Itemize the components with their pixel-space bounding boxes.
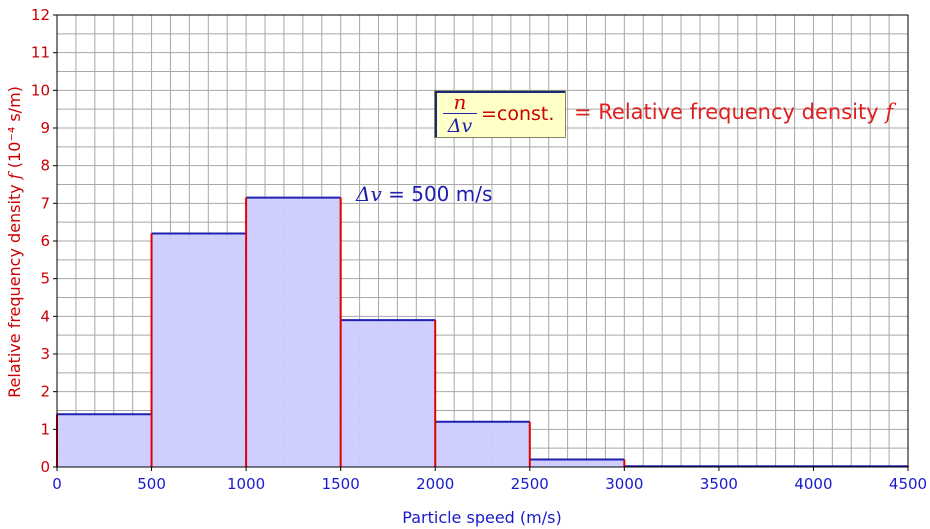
x-tick-labels: 0 500 1000 1500 2000 2500 3000 3500 4000 4500 bbox=[52, 467, 927, 493]
y-tick-label: 10 bbox=[31, 81, 50, 99]
bin-width-text: = 500 m/s bbox=[382, 182, 493, 206]
formula-fraction: n Δv bbox=[443, 92, 477, 137]
bin-width-annotation: Δv = 500 m/s bbox=[355, 182, 492, 206]
y-tick-label: 3 bbox=[40, 345, 50, 363]
histogram-bar bbox=[529, 459, 625, 467]
x-tick-label: 3500 bbox=[700, 475, 738, 493]
histogram-bar bbox=[151, 233, 247, 467]
y-tick-label: 8 bbox=[40, 157, 50, 175]
equation-text: = Relative frequency density bbox=[574, 100, 886, 124]
x-tick-label: 1000 bbox=[227, 475, 265, 493]
histogram-bar bbox=[435, 421, 530, 467]
x-tick-label: 500 bbox=[137, 475, 166, 493]
fraction-bar bbox=[443, 113, 477, 114]
bars bbox=[56, 196, 909, 468]
y-tick-label: 12 bbox=[31, 6, 50, 24]
y-axis-title-units: (10⁻⁴ s/m) bbox=[5, 86, 24, 173]
bin-width-symbol: Δv bbox=[355, 182, 382, 206]
relative-frequency-equation: = Relative frequency density f bbox=[574, 100, 893, 124]
formula-denominator: Δv bbox=[447, 115, 473, 137]
formula-const-text: =const. bbox=[481, 103, 555, 125]
y-tick-label: 5 bbox=[40, 270, 50, 288]
y-axis-title-symbol: f bbox=[5, 170, 24, 180]
histogram-bar bbox=[57, 414, 152, 467]
equation-symbol: f bbox=[885, 100, 894, 124]
x-axis-title: Particle speed (m/s) bbox=[402, 508, 561, 527]
y-tick-label: 1 bbox=[40, 420, 50, 438]
y-tick-label: 6 bbox=[40, 232, 50, 250]
y-tick-label: 9 bbox=[40, 119, 50, 137]
x-tick-label: 4000 bbox=[794, 475, 832, 493]
x-tick-label: 0 bbox=[52, 475, 62, 493]
x-tick-label: 2500 bbox=[511, 475, 549, 493]
formula-numerator: n bbox=[453, 90, 467, 114]
x-tick-label: 4500 bbox=[889, 475, 927, 493]
y-tick-label: 0 bbox=[40, 458, 50, 476]
x-tick-label: 1500 bbox=[322, 475, 360, 493]
y-tick-label: 2 bbox=[40, 383, 50, 401]
y-tick-label: 11 bbox=[31, 44, 50, 62]
histogram-bar bbox=[340, 320, 436, 467]
x-tick-label: 2000 bbox=[416, 475, 454, 493]
histogram-bar bbox=[246, 197, 341, 467]
x-tick-label: 3000 bbox=[605, 475, 643, 493]
y-tick-label: 4 bbox=[40, 307, 50, 325]
y-axis-title: Relative frequency density f (10⁻⁴ s/m) bbox=[5, 86, 24, 398]
formula-box: n Δv =const. bbox=[434, 90, 566, 138]
y-axis-title-prefix: Relative frequency density bbox=[5, 179, 24, 398]
y-tick-label: 7 bbox=[40, 194, 50, 212]
